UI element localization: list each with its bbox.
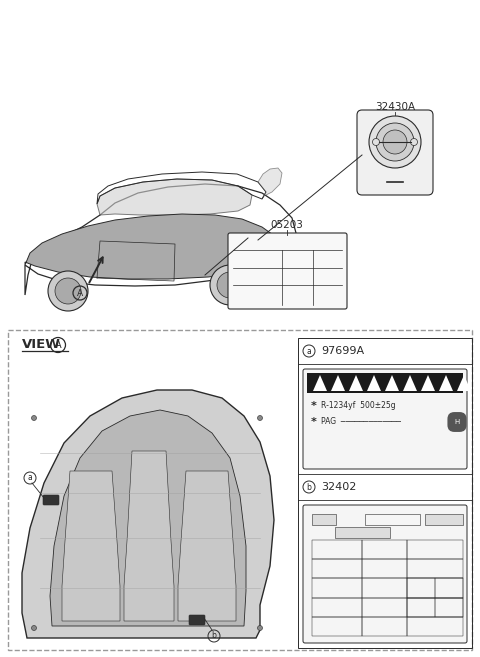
Polygon shape: [22, 390, 274, 638]
Polygon shape: [457, 375, 471, 391]
Circle shape: [410, 139, 418, 145]
Polygon shape: [258, 168, 282, 199]
Polygon shape: [178, 471, 236, 621]
Polygon shape: [25, 214, 283, 279]
Polygon shape: [313, 375, 327, 391]
Polygon shape: [439, 375, 453, 391]
Polygon shape: [367, 375, 381, 391]
FancyBboxPatch shape: [303, 369, 467, 469]
Circle shape: [369, 116, 421, 168]
Text: b: b: [307, 482, 312, 491]
Circle shape: [257, 625, 263, 631]
Polygon shape: [385, 375, 399, 391]
Polygon shape: [421, 375, 435, 391]
Polygon shape: [50, 410, 246, 626]
Circle shape: [376, 123, 414, 161]
Text: 97699A: 97699A: [321, 346, 364, 356]
Circle shape: [32, 415, 36, 420]
Circle shape: [217, 272, 243, 298]
Text: b: b: [212, 631, 216, 641]
Polygon shape: [62, 471, 120, 621]
FancyBboxPatch shape: [307, 373, 463, 393]
Polygon shape: [349, 375, 363, 391]
Text: *: *: [311, 417, 317, 427]
FancyBboxPatch shape: [425, 514, 463, 525]
Text: 05203: 05203: [271, 220, 303, 230]
Polygon shape: [124, 451, 174, 621]
Polygon shape: [97, 179, 252, 215]
Circle shape: [257, 415, 263, 420]
FancyBboxPatch shape: [43, 495, 59, 505]
FancyBboxPatch shape: [312, 514, 336, 525]
Circle shape: [210, 265, 250, 305]
Polygon shape: [403, 375, 417, 391]
Text: 32402: 32402: [321, 482, 356, 492]
FancyBboxPatch shape: [303, 505, 467, 643]
Text: PAG  ─────────────: PAG ─────────────: [321, 417, 401, 426]
FancyBboxPatch shape: [335, 527, 390, 538]
Circle shape: [48, 271, 88, 311]
Circle shape: [383, 130, 407, 154]
FancyBboxPatch shape: [189, 615, 205, 625]
Text: a: a: [28, 474, 32, 482]
Circle shape: [55, 278, 81, 304]
Text: H: H: [455, 419, 460, 425]
FancyBboxPatch shape: [357, 110, 433, 195]
Text: *: *: [311, 401, 317, 411]
Text: a: a: [307, 346, 312, 355]
Text: VIEW: VIEW: [22, 338, 61, 351]
Circle shape: [372, 139, 380, 145]
FancyBboxPatch shape: [228, 233, 347, 309]
Text: 32430A: 32430A: [375, 102, 415, 112]
Text: R-1234yf  500±25g: R-1234yf 500±25g: [321, 401, 396, 411]
Circle shape: [32, 625, 36, 631]
Text: A: A: [55, 340, 61, 350]
Text: A: A: [77, 288, 83, 298]
Polygon shape: [331, 375, 345, 391]
